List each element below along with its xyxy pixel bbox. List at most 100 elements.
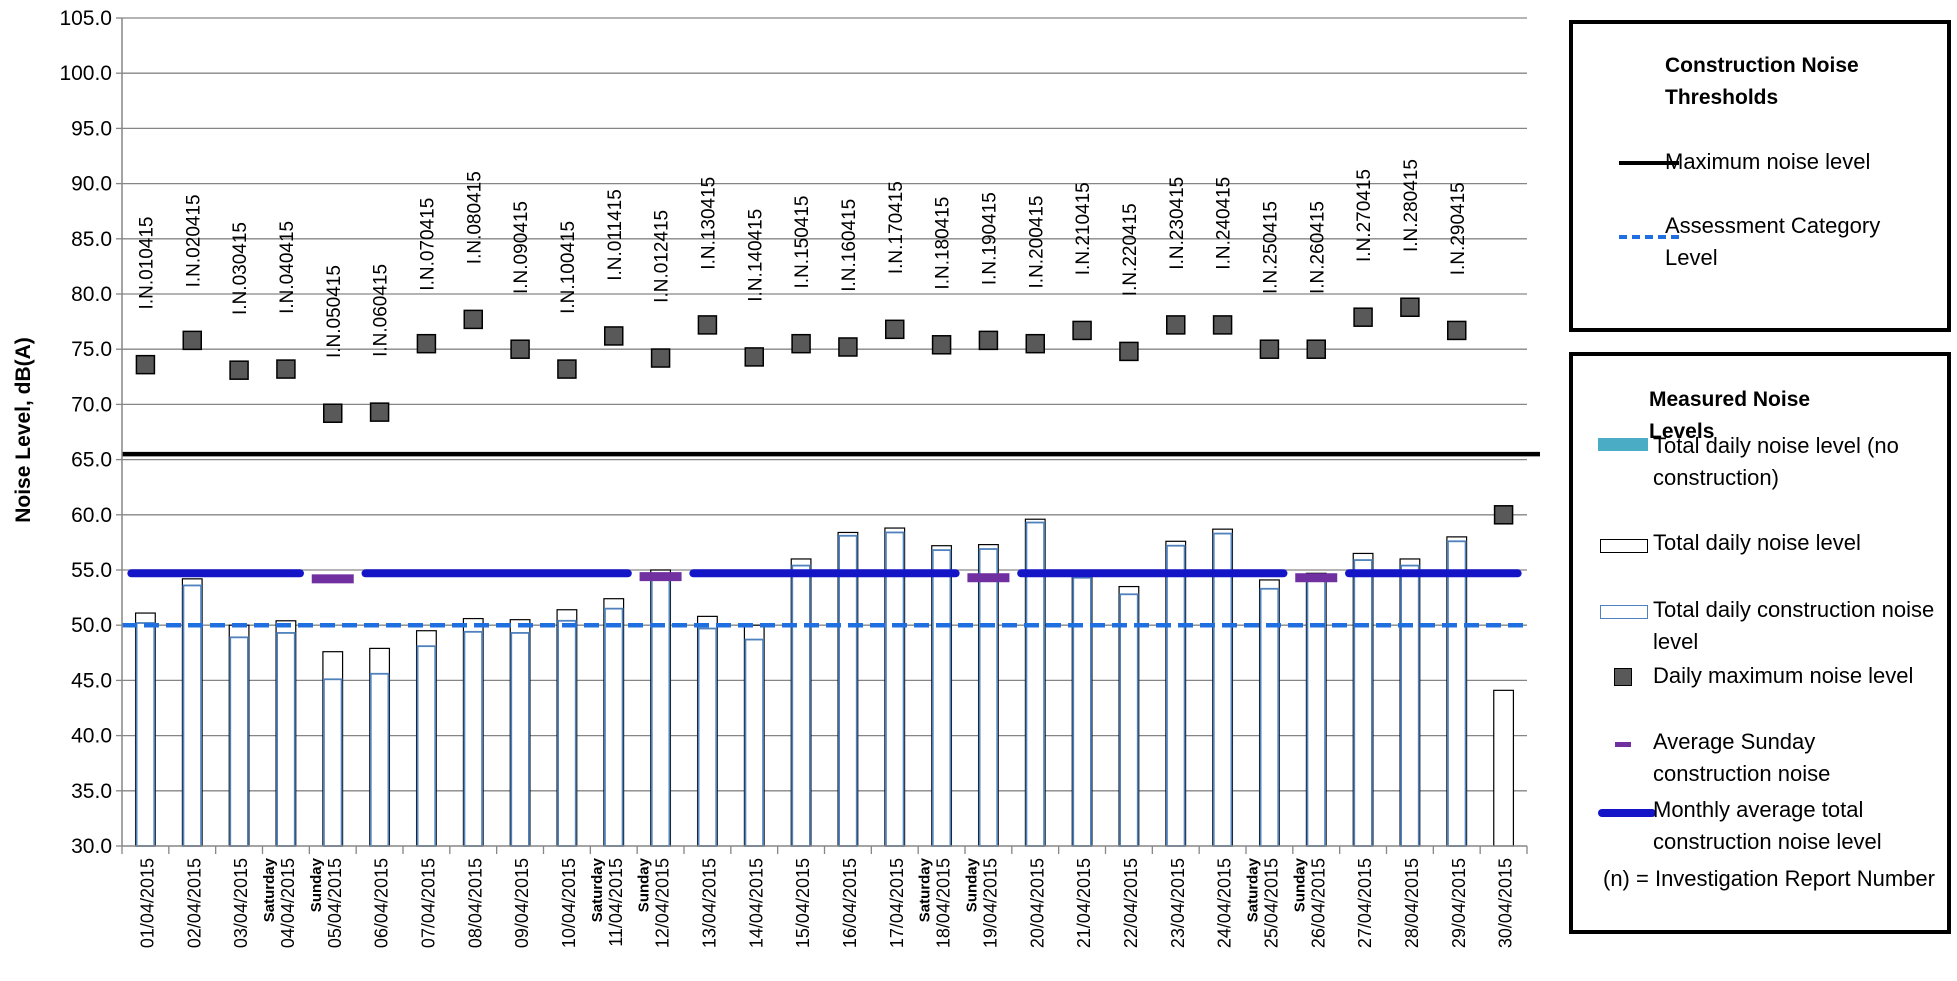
y-tick-label: 90.0: [71, 173, 112, 196]
construction-bar: [791, 564, 811, 847]
weekday-label: Saturday: [1244, 857, 1261, 922]
investigation-report-label: I.N.130415: [698, 177, 719, 270]
daily-max-marker: [1400, 297, 1420, 317]
construction-bar: [463, 630, 483, 847]
x-tick-label: 27/04/2015: [1355, 858, 1375, 948]
daily-max-marker: [791, 333, 811, 354]
x-tick-label: 04/04/2015: [278, 858, 298, 948]
investigation-report-label: I.N.160415: [839, 199, 860, 292]
legend-construction: Total daily construction noise level: [1653, 597, 1935, 654]
investigation-report-label: I.N.010415: [136, 216, 157, 309]
daily-max-points: [135, 297, 1514, 525]
bars: [134, 518, 1515, 847]
noise-chart: 30.0 35.0 40.0 45.0 50.0 55.0 60.0 65.0 70.0 75.0…: [12, 7, 1540, 948]
thresholds-legend-title: Construction Noise Thresholds: [1665, 54, 1859, 109]
construction-bar: [885, 531, 905, 847]
investigation-report-label: I.N.090415: [511, 201, 532, 294]
construction-bar: [1166, 544, 1186, 847]
x-tick-label: 15/04/2015: [793, 858, 813, 948]
x-tick-label: 03/04/2015: [231, 858, 251, 948]
daily-max-marker: [1166, 315, 1186, 335]
x-tick-label: 24/04/2015: [1215, 858, 1235, 948]
y-axis-label: Noise Level, dB(A): [12, 337, 35, 523]
y-tick-label: 70.0: [71, 393, 112, 416]
legend-monthly-avg: Monthly average total construction noise…: [1653, 797, 1882, 854]
y-tick-label: 75.0: [71, 338, 112, 361]
investigation-report-label: I.N.070415: [417, 198, 438, 291]
x-tick-label: 29/04/2015: [1449, 858, 1469, 948]
x-tick-label: 12/04/2015: [653, 858, 673, 948]
legend-report-number: (n) = Investigation Report Number: [1603, 866, 1935, 891]
monthly-avg-swatch: [1598, 809, 1656, 817]
construction-bar: [1353, 559, 1373, 847]
construction-bar: [557, 619, 577, 847]
daily-max-marker: [744, 347, 764, 367]
construction-bar: [1447, 540, 1467, 847]
daily-max-marker: [1493, 505, 1514, 525]
construction-bar: [369, 672, 390, 847]
y-tick-label: 85.0: [71, 228, 112, 251]
investigation-report-label: I.N.050415: [324, 265, 345, 358]
total-daily-bar: [1493, 689, 1515, 847]
annotations: I.N.010415 I.N.020415 I.N.030415 I.N.040415…: [136, 159, 1468, 358]
y-tick-label: 45.0: [71, 669, 112, 692]
weekday-label: Saturday: [917, 857, 934, 922]
daily-max-marker: [323, 403, 343, 423]
construction-bar: [838, 534, 858, 847]
daily-max-marker: [978, 330, 999, 351]
investigation-report-label: I.N.240415: [1214, 177, 1235, 270]
x-tick-label: 19/04/2015: [980, 858, 1000, 948]
x-tick-label: 28/04/2015: [1402, 858, 1422, 948]
construction-bar: [650, 573, 671, 847]
threshold-lines: [122, 451, 1540, 628]
y-tick-label: 60.0: [71, 504, 112, 527]
total-daily-swatch: [1600, 539, 1648, 553]
sunday-average-mark: [967, 573, 1010, 583]
x-tick-label: 26/04/2015: [1308, 858, 1328, 948]
daily-max-swatch: [1614, 668, 1632, 686]
x-tick-label: 16/04/2015: [840, 858, 860, 948]
investigation-report-label: I.N.290415: [1448, 182, 1469, 275]
sunday-average-mark: [311, 574, 354, 584]
construction-swatch: [1600, 605, 1648, 619]
x-tick-label: 18/04/2015: [934, 858, 954, 948]
construction-bar: [323, 678, 343, 847]
x-tick-label: 23/04/2015: [1168, 858, 1188, 948]
y-tick-label: 50.0: [71, 614, 112, 637]
daily-max-marker: [229, 360, 249, 380]
legend-assessment-level: Assessment Category Level: [1665, 213, 1881, 270]
construction-bar: [1400, 564, 1420, 847]
investigation-report-label: I.N.280415: [1401, 159, 1422, 252]
investigation-report-label: I.N.180415: [933, 197, 954, 290]
construction-bar: [1212, 532, 1233, 847]
y-tick-label: 55.0: [71, 559, 112, 582]
x-tick-label: 05/04/2015: [325, 858, 345, 948]
investigation-report-label: I.N.020415: [183, 194, 204, 287]
measured-legend: Measured Noise Levels Total daily noise …: [1569, 352, 1951, 934]
x-tick-label: 20/04/2015: [1027, 858, 1047, 948]
y-axis-ticks: 30.0 35.0 40.0 45.0 50.0 55.0 60.0 65.0 70.0 75.0…: [59, 7, 122, 858]
daily-max-marker: [557, 359, 577, 379]
x-tick-label: 22/04/2015: [1121, 858, 1141, 948]
daily-max-marker: [604, 326, 624, 346]
daily-max-marker: [650, 348, 671, 368]
construction-bar: [1072, 576, 1092, 847]
daily-max-marker: [885, 319, 905, 340]
daily-max-marker: [135, 354, 156, 375]
construction-bar: [416, 645, 437, 847]
sunday-avg-swatch: [1615, 742, 1631, 747]
y-tick-label: 35.0: [71, 780, 112, 803]
y-tick-label: 95.0: [71, 117, 112, 140]
legend-no-construction: Total daily noise level (no construction…: [1653, 433, 1899, 490]
construction-bar: [697, 627, 718, 847]
investigation-report-label: I.N.011415: [605, 189, 626, 281]
x-tick-label: 11/04/2015: [606, 858, 626, 947]
x-tick-label: 02/04/2015: [184, 858, 204, 948]
investigation-report-label: I.N.170415: [886, 181, 907, 274]
investigation-report-label: I.N.150415: [792, 196, 813, 289]
daily-max-marker: [1259, 339, 1280, 359]
y-tick-label: 65.0: [71, 449, 112, 472]
legend-daily-max: Daily maximum noise level: [1653, 663, 1914, 688]
construction-bar: [931, 549, 952, 847]
legend-total-daily: Total daily noise level: [1653, 530, 1861, 555]
